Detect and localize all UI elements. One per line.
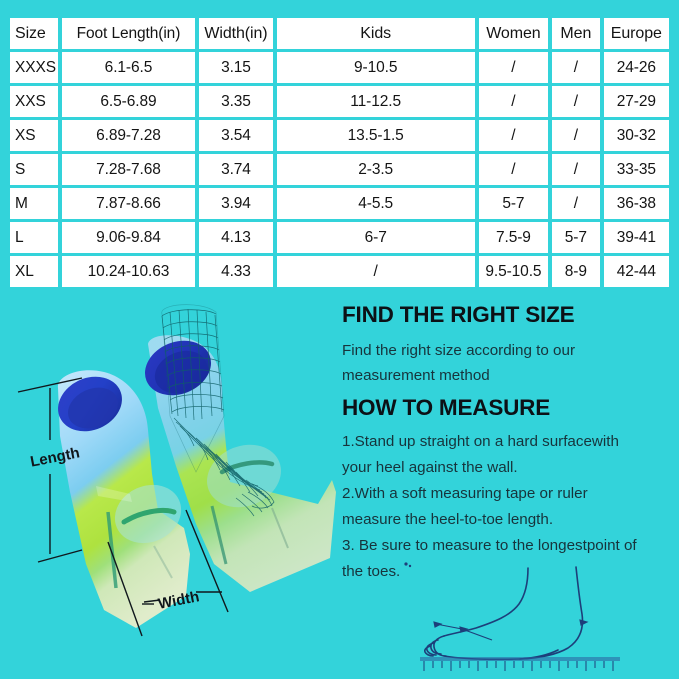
corner-mark (404, 562, 412, 568)
measure-step-line: 3. Be sure to measure to the longestpoin… (342, 537, 637, 554)
cell-foot-length: 6.1-6.5 (61, 52, 196, 83)
cell-foot-length: 6.89-7.28 (61, 120, 196, 151)
table-row: XXXS 6.1-6.5 3.15 9-10.5 / / 24-26 (10, 52, 669, 83)
fin-right (145, 335, 336, 592)
cell-kids: / (276, 256, 475, 287)
cell-europe: 30-32 (603, 120, 669, 151)
cell-kids: 6-7 (276, 222, 475, 253)
column-header-kids: Kids (276, 18, 475, 49)
cell-width: 4.33 (199, 256, 273, 287)
cell-kids: 4-5.5 (276, 188, 475, 219)
foot-measure-diagram (404, 562, 620, 671)
cell-width: 3.35 (199, 86, 273, 117)
cell-women: / (478, 120, 549, 151)
cell-size: XXS (10, 86, 58, 117)
column-header-men: Men (552, 18, 600, 49)
measure-step-line: 1.Stand up straight on a hard surfacewit… (342, 433, 619, 450)
cell-europe: 36-38 (603, 188, 669, 219)
info-panel: FIND THE RIGHT SIZE Find the right size … (342, 302, 672, 585)
cell-width: 3.15 (199, 52, 273, 83)
cell-foot-length: 10.24-10.63 (61, 256, 196, 287)
ruler (420, 657, 620, 671)
table-row: XXS 6.5-6.89 3.35 11-12.5 / / 27-29 (10, 86, 669, 117)
cell-men: 8-9 (552, 256, 600, 287)
find-body-line-2: measurement method (342, 367, 490, 384)
cell-europe: 33-35 (603, 154, 669, 185)
foot-outline (424, 566, 584, 661)
cell-men: 5-7 (552, 222, 600, 253)
swim-fins-illustration (17, 304, 336, 637)
cell-size: XL (10, 256, 58, 287)
cell-men: / (552, 52, 600, 83)
cell-size: L (10, 222, 58, 253)
column-header-europe: Europe (603, 18, 669, 49)
cell-men: / (552, 154, 600, 185)
cell-size: XXXS (10, 52, 58, 83)
measure-step-line: the toes. (342, 563, 401, 580)
measure-step-line: your heel against the wall. (342, 459, 518, 476)
cell-width: 3.94 (199, 188, 273, 219)
cell-size: M (10, 188, 58, 219)
fin-left (57, 370, 191, 628)
cell-size: S (10, 154, 58, 185)
cell-women: 5-7 (478, 188, 549, 219)
find-the-right-size-heading: FIND THE RIGHT SIZE (342, 302, 575, 327)
how-to-measure-heading: HOW TO MEASURE (342, 395, 551, 420)
column-header-foot-length: Foot Length(in) (61, 18, 196, 49)
cell-kids: 13.5-1.5 (276, 120, 475, 151)
cell-foot-length: 7.87-8.66 (61, 188, 196, 219)
table-row: L 9.06-9.84 4.13 6-7 7.5-9 5-7 39-41 (10, 222, 669, 253)
cell-women: / (478, 52, 549, 83)
measure-step-line: measure the heel-to-toe length. (342, 511, 554, 528)
cell-width: 4.13 (199, 222, 273, 253)
cell-men: / (552, 120, 600, 151)
cell-foot-length: 6.5-6.89 (61, 86, 196, 117)
cell-width: 3.74 (199, 154, 273, 185)
cell-europe: 27-29 (603, 86, 669, 117)
cell-women: 7.5-9 (478, 222, 549, 253)
column-header-width: Width(in) (199, 18, 273, 49)
table-header-row: Size Foot Length(in) Width(in) Kids Wome… (10, 18, 669, 49)
cell-kids: 9-10.5 (276, 52, 475, 83)
cell-men: / (552, 188, 600, 219)
table-row: S 7.28-7.68 3.74 2-3.5 / / 33-35 (10, 154, 669, 185)
cell-men: / (552, 86, 600, 117)
cell-women: / (478, 154, 549, 185)
column-header-size: Size (10, 18, 58, 49)
cell-women: / (478, 86, 549, 117)
table-row: M 7.87-8.66 3.94 4-5.5 5-7 / 36-38 (10, 188, 669, 219)
find-body-line-1: Find the right size according to our (342, 342, 575, 359)
cell-width: 3.54 (199, 120, 273, 151)
cell-europe: 42-44 (603, 256, 669, 287)
cell-europe: 39-41 (603, 222, 669, 253)
cell-europe: 24-26 (603, 52, 669, 83)
measure-arrows (433, 619, 589, 641)
cell-size: XS (10, 120, 58, 151)
cell-foot-length: 9.06-9.84 (61, 222, 196, 253)
cell-foot-length: 7.28-7.68 (61, 154, 196, 185)
table-row: XS 6.89-7.28 3.54 13.5-1.5 / / 30-32 (10, 120, 669, 151)
cell-kids: 11-12.5 (276, 86, 475, 117)
table-row: XL 10.24-10.63 4.33 / 9.5-10.5 8-9 42-44 (10, 256, 669, 287)
cell-women: 9.5-10.5 (478, 256, 549, 287)
cell-kids: 2-3.5 (276, 154, 475, 185)
dimension-lines (17, 377, 229, 637)
column-header-women: Women (478, 18, 549, 49)
measure-step-line: 2.With a soft measuring tape or ruler (342, 485, 588, 502)
size-chart-table: Size Foot Length(in) Width(in) Kids Wome… (10, 18, 669, 290)
wireframe-foot-mesh (161, 304, 275, 517)
